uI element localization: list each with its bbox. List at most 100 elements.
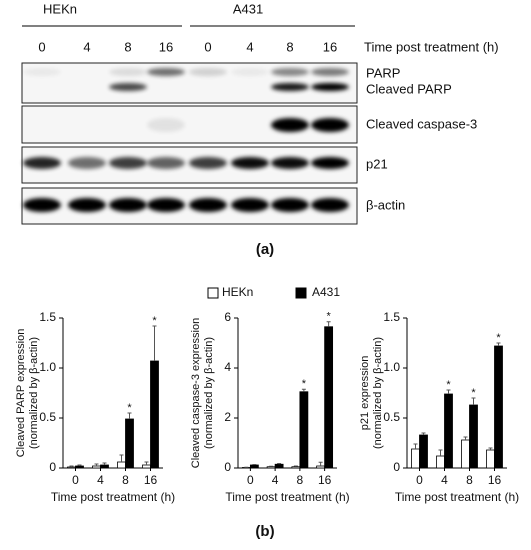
bar bbox=[75, 465, 84, 469]
blot-band bbox=[109, 157, 147, 169]
charts: HEKn A431 0 0.5 1.0 1.5 0 4 8 * 16 * Cleaved PARP ex… bbox=[15, 285, 519, 504]
blot-band bbox=[271, 68, 309, 76]
x-tick-label: 4 bbox=[97, 473, 104, 487]
x-tick-label: 0 bbox=[247, 473, 254, 487]
x-tick-label: 8 bbox=[297, 473, 304, 487]
bar bbox=[291, 466, 301, 469]
legend-label: A431 bbox=[312, 285, 340, 299]
x-tick-label: 4 bbox=[272, 473, 279, 487]
x-tick-label: 16 bbox=[318, 473, 332, 487]
y-tick-label: 1.0 bbox=[383, 360, 400, 374]
y-tick-label: 1.5 bbox=[383, 310, 400, 324]
bar bbox=[274, 463, 284, 469]
error-bar bbox=[488, 447, 493, 450]
time-point: 16 bbox=[159, 39, 173, 54]
blot-band bbox=[109, 68, 147, 76]
blot-band bbox=[68, 157, 106, 169]
y-tick-label: 0 bbox=[224, 460, 231, 474]
y-axis-label: p21 expression bbox=[359, 356, 371, 431]
bar bbox=[436, 455, 445, 469]
time-point: 8 bbox=[286, 39, 293, 54]
bar bbox=[299, 391, 309, 469]
panel-label: (a) bbox=[256, 241, 274, 258]
x-tick-label: 8 bbox=[122, 473, 129, 487]
significance-marker: * bbox=[127, 402, 132, 414]
significance-marker: * bbox=[471, 387, 476, 399]
legend-label: HEKn bbox=[222, 285, 253, 299]
error-bar bbox=[277, 463, 282, 465]
error-bar bbox=[438, 449, 443, 456]
blot-band bbox=[23, 157, 61, 169]
blot-band bbox=[23, 198, 61, 212]
y-tick-label: 4 bbox=[224, 360, 231, 374]
blot-band bbox=[231, 157, 269, 169]
blot-band bbox=[231, 68, 269, 76]
error-bar bbox=[326, 321, 331, 327]
error-bar bbox=[463, 436, 468, 440]
blot-band bbox=[189, 68, 227, 76]
bar bbox=[316, 465, 326, 469]
bar bbox=[266, 466, 276, 469]
significance-marker: * bbox=[152, 315, 157, 327]
y-axis-label: (normalized by β-actin) bbox=[28, 337, 40, 449]
blot-box bbox=[21, 62, 358, 104]
x-tick-label: 16 bbox=[144, 473, 158, 487]
significance-marker: * bbox=[326, 311, 331, 323]
error-bar bbox=[301, 388, 306, 392]
error-bar bbox=[94, 463, 99, 466]
blot-band bbox=[23, 68, 61, 76]
x-axis-label: Time post treatment (h) bbox=[225, 490, 349, 504]
significance-marker: * bbox=[302, 378, 307, 390]
error-bar bbox=[102, 462, 107, 465]
bar bbox=[419, 434, 428, 469]
blot-band bbox=[68, 198, 106, 212]
error-bar bbox=[127, 412, 132, 419]
blot-row-label: PARP bbox=[366, 65, 400, 80]
error-bar bbox=[446, 389, 451, 394]
time-point: 0 bbox=[38, 39, 45, 54]
error-bar bbox=[144, 461, 149, 465]
cell-line: A431 bbox=[233, 1, 263, 16]
time-point: 8 bbox=[124, 39, 131, 54]
bar bbox=[324, 326, 334, 469]
significance-marker: * bbox=[496, 332, 501, 344]
bar bbox=[142, 464, 151, 469]
blot-band bbox=[147, 157, 185, 169]
bar bbox=[461, 439, 470, 469]
legend-swatch bbox=[295, 287, 307, 299]
error-bar bbox=[318, 461, 323, 466]
blot-band bbox=[311, 198, 349, 212]
blot-band bbox=[109, 83, 147, 91]
blot-row-label: p21 bbox=[366, 156, 388, 171]
blot-panel: 0 4 8 16 0 4 8 16 bbox=[21, 39, 358, 225]
error-bar bbox=[293, 465, 298, 467]
x-tick-label: 16 bbox=[488, 473, 502, 487]
bar bbox=[125, 418, 134, 469]
y-axis-label: (normalized by β-actin) bbox=[203, 337, 215, 449]
blot-x-label: Time post treatment (h) bbox=[364, 39, 499, 54]
error-bar bbox=[152, 325, 157, 361]
bar bbox=[67, 466, 76, 469]
x-tick-label: 0 bbox=[72, 473, 79, 487]
significance-marker: * bbox=[446, 379, 451, 391]
y-tick-label: 0 bbox=[49, 460, 56, 474]
y-tick-label: 0.5 bbox=[383, 410, 400, 424]
blot-band bbox=[311, 157, 349, 169]
bar bbox=[100, 464, 109, 469]
error-bar bbox=[252, 464, 257, 465]
y-tick-label: 1.0 bbox=[39, 360, 56, 374]
x-axis-label: Time post treatment (h) bbox=[51, 490, 175, 504]
y-axis-label: Cleaved PARP expression bbox=[15, 329, 27, 458]
y-tick-label: 0.5 bbox=[39, 410, 56, 424]
blot-band bbox=[189, 198, 227, 212]
blot-band bbox=[271, 118, 309, 132]
error-bar bbox=[413, 443, 418, 449]
y-tick-label: 2 bbox=[224, 410, 231, 424]
blot-band bbox=[311, 118, 349, 132]
error-bar bbox=[471, 397, 476, 405]
panel-label: (b) bbox=[255, 523, 274, 540]
blot-band bbox=[271, 157, 309, 169]
bar bbox=[150, 360, 159, 469]
cell-line: HEKn bbox=[43, 1, 77, 16]
blot-band bbox=[231, 198, 269, 212]
